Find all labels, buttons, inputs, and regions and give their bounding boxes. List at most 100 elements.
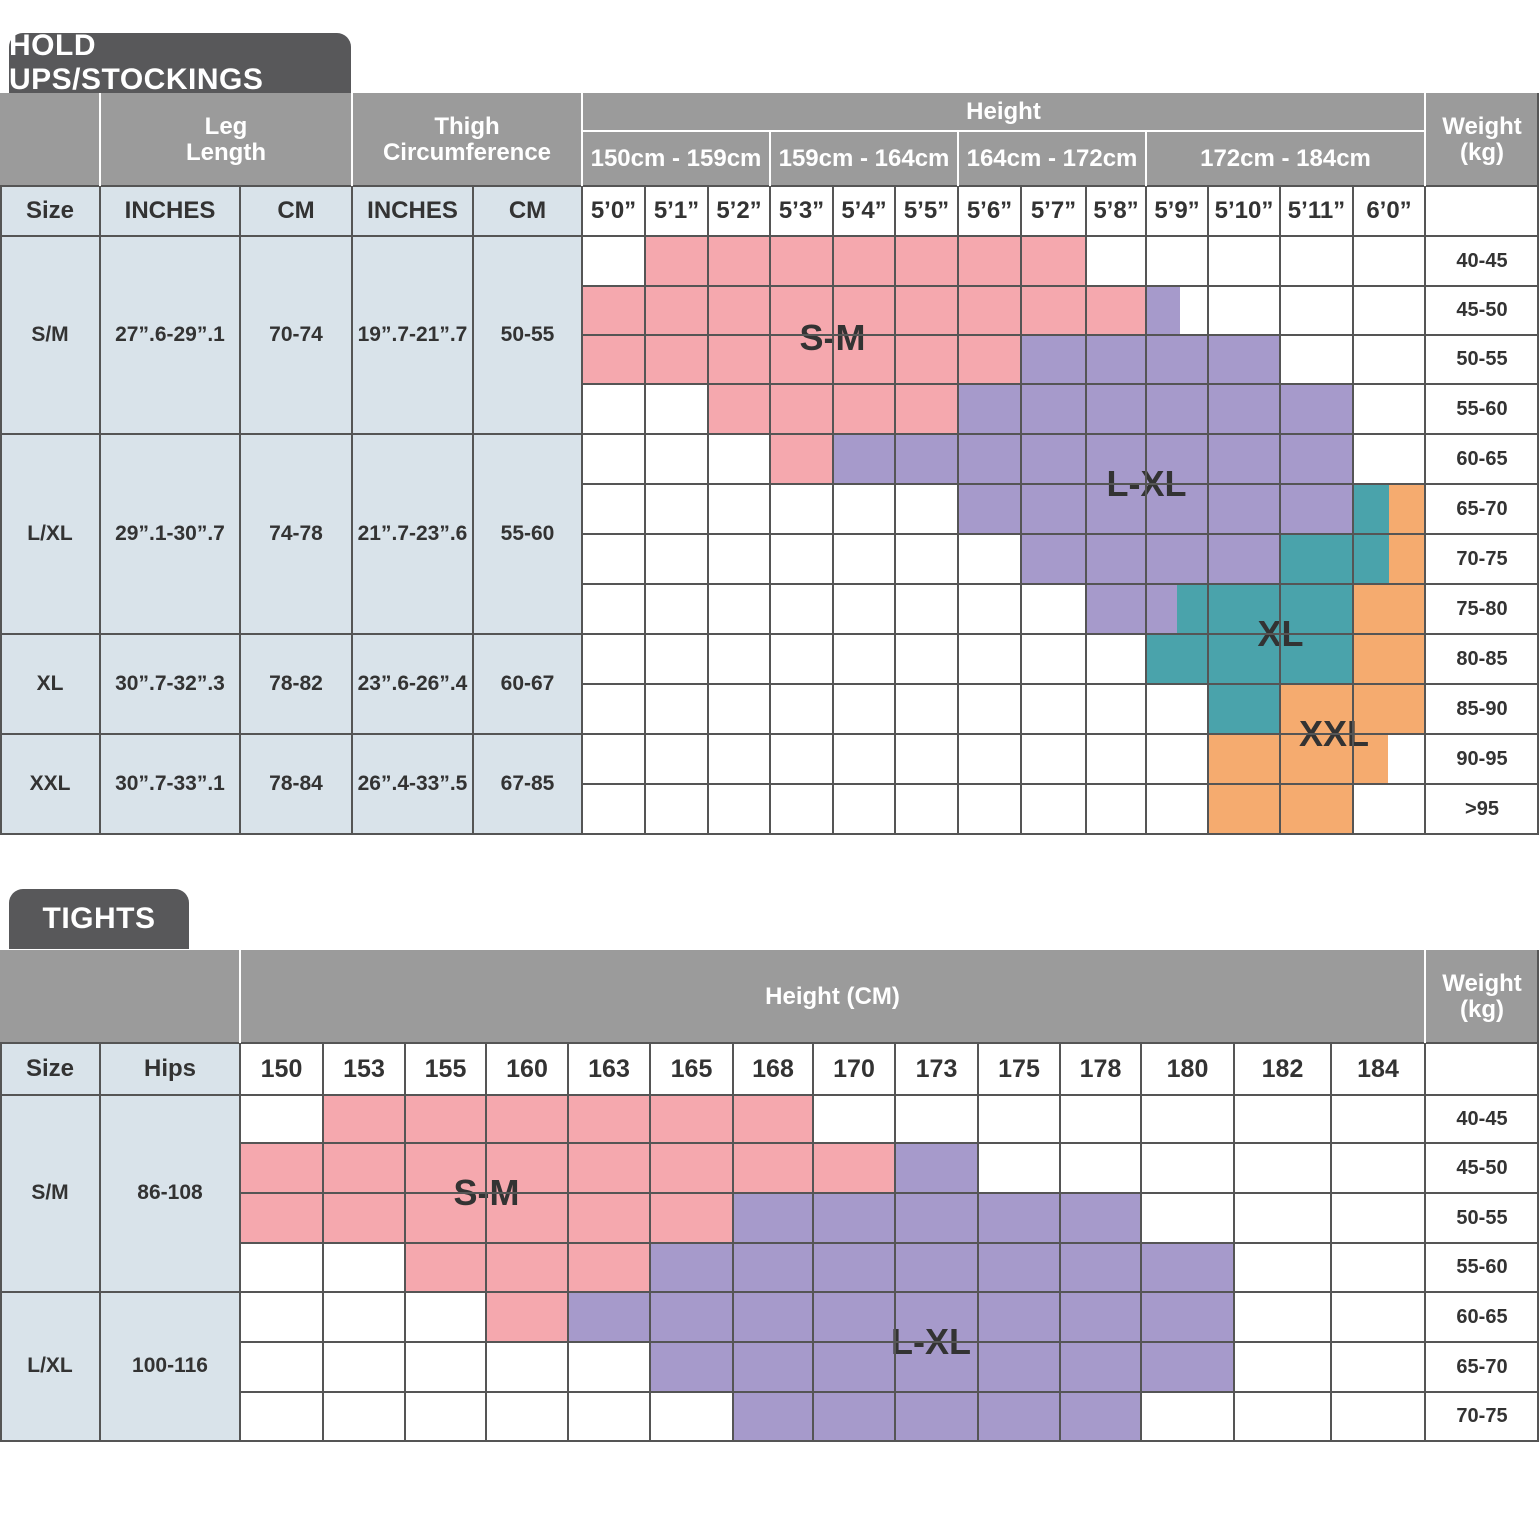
hu-thigh-cm-xxl: 67-85 — [473, 734, 582, 834]
ti-height-col-2: 155 — [405, 1043, 486, 1095]
hu-weight-row-6: 70-75 — [1425, 534, 1539, 584]
ti-fill-lxl-r6-0 — [733, 1392, 1141, 1441]
ti-sub-hips: Hips — [100, 1043, 240, 1095]
ti-height-col-4: 163 — [568, 1043, 650, 1095]
hu-zone-label-sm: S-M — [770, 290, 895, 385]
ti-size-sm: S/M — [0, 1095, 100, 1292]
hu-thigh-cm-sm: 50-55 — [473, 236, 582, 434]
ti-header-blank — [0, 950, 240, 1043]
hu-leg-cm-xxl: 78-84 — [240, 734, 352, 834]
ti-size-lxl: L/XL — [0, 1292, 100, 1441]
hu-fill-xxl-r6-2 — [1389, 534, 1425, 584]
hu-fill-xxl-r8-1 — [1353, 634, 1425, 684]
hu-weight-row-9: 85-90 — [1425, 684, 1539, 734]
hu-thigh-header: Thigh Circumference — [352, 93, 582, 186]
ti-weight-row-0: 40-45 — [1425, 1095, 1539, 1143]
hu-weight-row-8: 80-85 — [1425, 634, 1539, 684]
ti-weight-row-5: 65-70 — [1425, 1342, 1539, 1392]
hu-thigh-in-lxl: 21”.7-23”.6 — [352, 434, 473, 634]
hu-height-group-2: 159cm - 164cm — [770, 131, 958, 186]
hu-height-col-5: 5’5” — [895, 186, 958, 236]
ti-fill-sm-r4-0 — [486, 1292, 568, 1342]
hu-fill-xxl-r5-2 — [1389, 484, 1425, 534]
ti-height-col-9: 175 — [978, 1043, 1060, 1095]
hu-fill-lxl-r7-0 — [1086, 584, 1177, 634]
hu-weight-row-4: 60-65 — [1425, 434, 1539, 484]
tights-tab: TIGHTS — [9, 889, 189, 949]
hu-weight-row-7: 75-80 — [1425, 584, 1539, 634]
hu-fill-xl-r6-1 — [1280, 534, 1389, 584]
hu-thigh-cm-lxl: 55-60 — [473, 434, 582, 634]
ti-weight-row-2: 50-55 — [1425, 1193, 1539, 1243]
hu-thigh-in-xxl: 26”.4-33”.5 — [352, 734, 473, 834]
hu-leg-in-xl: 30”.7-32”.3 — [100, 634, 240, 734]
hu-fill-xl-r9-0 — [1208, 684, 1280, 734]
hu-height-col-9: 5’9” — [1146, 186, 1208, 236]
hu-leg-cm-sm: 70-74 — [240, 236, 352, 434]
hu-leg-in-sm: 27”.6-29”.1 — [100, 236, 240, 434]
hu-size-xl: XL — [0, 634, 100, 734]
hu-size-sm: S/M — [0, 236, 100, 434]
ti-sub-size: Size — [0, 1043, 100, 1095]
ti-fill-lxl-r1-1 — [895, 1143, 978, 1193]
hu-size-lxl: L/XL — [0, 434, 100, 634]
ti-height-col-13: 184 — [1331, 1043, 1425, 1095]
ti-weight-subheader — [1425, 1043, 1539, 1095]
ti-hips-lxl: 100-116 — [100, 1292, 240, 1441]
hu-height-col-6: 5’6” — [958, 186, 1021, 236]
hu-height-col-10: 5’10” — [1208, 186, 1280, 236]
ti-zone-label-lxl: L-XL — [870, 1292, 992, 1392]
hu-weight-header: Weight (kg) — [1425, 93, 1539, 186]
ti-fill-sm-r3-0 — [405, 1243, 650, 1292]
hu-leg-cm-lxl: 74-78 — [240, 434, 352, 634]
hu-fill-lxl-r2-1 — [1021, 335, 1280, 384]
hu-weight-row-10: 90-95 — [1425, 734, 1539, 784]
hu-fill-lxl-r3-1 — [958, 384, 1353, 434]
hu-sub-leg-inches: INCHES — [100, 186, 240, 236]
hu-fill-lxl-r1-1 — [1146, 286, 1181, 335]
ti-weight-row-3: 55-60 — [1425, 1243, 1539, 1292]
hu-leg-cm-xl: 78-82 — [240, 634, 352, 734]
hu-fill-xl-r5-1 — [1353, 484, 1389, 534]
hu-height-group-1: 150cm - 159cm — [582, 131, 770, 186]
ti-weight-row-4: 60-65 — [1425, 1292, 1539, 1342]
ti-height-col-5: 165 — [650, 1043, 733, 1095]
hu-height-col-11: 5’11” — [1280, 186, 1353, 236]
ti-fill-lxl-r2-1 — [733, 1193, 1141, 1243]
ti-weight-row-6: 70-75 — [1425, 1392, 1539, 1441]
hu-height-col-7: 5’7” — [1021, 186, 1086, 236]
hu-fill-sm-r3-0 — [708, 384, 958, 434]
ti-height-col-12: 182 — [1234, 1043, 1331, 1095]
ti-fill-lxl-r3-1 — [650, 1243, 1234, 1292]
ti-fill-sm-r0-0 — [323, 1095, 813, 1143]
hu-weight-row-0: 40-45 — [1425, 236, 1539, 286]
ti-height-col-7: 170 — [813, 1043, 895, 1095]
hu-height-col-12: 6’0” — [1353, 186, 1425, 236]
hu-thigh-in-xl: 23”.6-26”.4 — [352, 634, 473, 734]
hu-zone-label-xxl: XXL — [1280, 684, 1388, 784]
hu-sub-thigh-cm: CM — [473, 186, 582, 236]
ti-zone-label-sm: S-M — [405, 1143, 568, 1243]
hu-height-col-8: 5’8” — [1086, 186, 1146, 236]
hu-weight-row-5: 65-70 — [1425, 484, 1539, 534]
hu-leg-in-xxl: 30”.7-33”.1 — [100, 734, 240, 834]
hu-height-header: Height — [582, 93, 1425, 131]
ti-weight-header: Weight (kg) — [1425, 950, 1539, 1043]
hu-leg-length-header: Leg Length — [100, 93, 352, 186]
hold-ups-tab: HOLD UPS/STOCKINGS — [9, 29, 351, 96]
ti-height-col-3: 160 — [486, 1043, 568, 1095]
hu-leg-in-lxl: 29”.1-30”.7 — [100, 434, 240, 634]
ti-height-col-8: 173 — [895, 1043, 978, 1095]
hu-thigh-in-sm: 19”.7-21”.7 — [352, 236, 473, 434]
hu-thigh-cm-xl: 60-67 — [473, 634, 582, 734]
hu-fill-lxl-r6-0 — [1021, 534, 1280, 584]
hu-fill-xxl-r7-2 — [1353, 584, 1425, 634]
hu-fill-sm-r0-0 — [645, 236, 1086, 286]
ti-height-header: Height (CM) — [240, 950, 1425, 1043]
hu-height-group-4: 172cm - 184cm — [1146, 131, 1425, 186]
hu-weight-row-11: >95 — [1425, 784, 1539, 834]
hu-weight-subheader — [1425, 186, 1539, 236]
hu-height-group-3: 164cm - 172cm — [958, 131, 1146, 186]
hu-sub-thigh-inches: INCHES — [352, 186, 473, 236]
hu-sub-size: Size — [0, 186, 100, 236]
